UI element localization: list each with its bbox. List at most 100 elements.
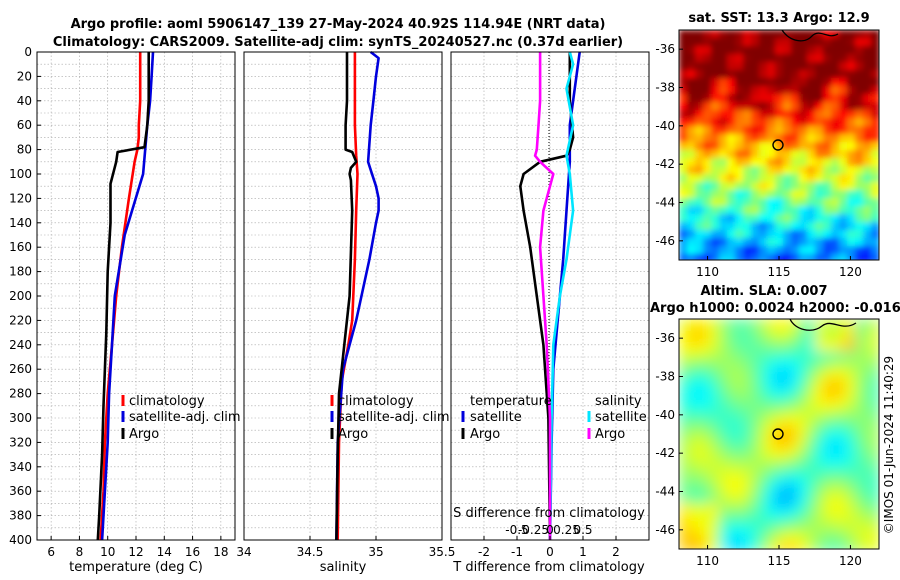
sla-heatmap-cell	[695, 455, 704, 464]
sst-heatmap-cell	[807, 174, 816, 183]
sla-heatmap-cell	[719, 391, 728, 400]
sla-heatmap-cell	[743, 495, 752, 504]
sst-heatmap-cell	[775, 230, 784, 239]
sst-heatmap-cell	[831, 246, 840, 255]
sst-heatmap-cell	[719, 246, 728, 255]
sla-heatmap-cell	[807, 511, 816, 520]
top-x-tick-label: 0.5	[573, 523, 592, 537]
sst-heatmap-cell	[839, 118, 848, 127]
sla-heatmap-cell	[759, 343, 768, 352]
sla-heatmap-cell	[783, 447, 792, 456]
sla-heatmap-cell	[799, 343, 808, 352]
sla-heatmap-cell	[783, 391, 792, 400]
sst-heatmap-cell	[759, 70, 768, 79]
sst-heatmap-cell	[751, 30, 760, 39]
sst-heatmap-cell	[775, 246, 784, 255]
sst-heatmap-cell	[807, 134, 816, 143]
sla-heatmap-cell	[759, 319, 768, 328]
sla-heatmap-cell	[679, 487, 688, 496]
sla-heatmap-cell	[775, 471, 784, 480]
sst-heatmap-cell	[855, 150, 864, 159]
sst-heatmap-cell	[839, 150, 848, 159]
sla-heatmap-cell	[807, 495, 816, 504]
sla-heatmap-cell	[711, 335, 720, 344]
sst-heatmap-cell	[719, 126, 728, 135]
sla-heatmap-cell	[759, 495, 768, 504]
sla-heatmap-cell	[687, 375, 696, 384]
sst-heatmap-cell	[687, 94, 696, 103]
sst-heatmap-cell	[863, 166, 872, 175]
sst-heatmap-cell	[751, 230, 760, 239]
sla-heatmap-cell	[871, 359, 879, 368]
y-tick-label: 320	[9, 435, 32, 449]
sla-heatmap-cell	[783, 479, 792, 488]
sla-heatmap-cell	[767, 511, 776, 520]
sla-heatmap-cell	[799, 543, 808, 549]
sst-heatmap-cell	[711, 198, 720, 207]
sst-argo-marker	[772, 139, 784, 151]
sla-heatmap-cell	[751, 431, 760, 440]
series-climatology-line	[336, 52, 359, 541]
sla-heatmap-cell	[767, 495, 776, 504]
sla-heatmap-cell	[847, 399, 856, 408]
sla-map-title-line1: Altim. SLA: 0.007	[701, 284, 828, 299]
sst-heatmap-cell	[711, 214, 720, 223]
sla-heatmap-cell	[799, 319, 808, 328]
sla-heatmap-cell	[847, 415, 856, 424]
sla-heatmap-cell	[751, 407, 760, 416]
sla-heatmap-cell	[727, 447, 736, 456]
sst-heatmap-cell	[743, 182, 752, 191]
sst-heatmap-cell	[863, 46, 872, 55]
difference-panel: -2 -1 0 1 2 -0.5-0.250 0.250.5 T difference f…	[450, 51, 650, 575]
sla-heatmap-cell	[695, 375, 704, 384]
sla-heatmap-cell	[735, 511, 744, 520]
sla-heatmap-cell	[775, 511, 784, 520]
sst-heatmap-cell	[839, 62, 848, 71]
sst-heatmap-cell	[679, 118, 688, 127]
sst-heatmap-cell	[807, 118, 816, 127]
sst-heatmap-cell	[799, 214, 808, 223]
sst-heatmap-cell	[823, 110, 832, 119]
sst-heatmap-cell	[855, 118, 864, 127]
sla-heatmap-cell	[815, 367, 824, 376]
sla-heatmap-cell	[727, 415, 736, 424]
sst-heatmap-cell	[695, 230, 704, 239]
sst-heatmap-cell	[695, 214, 704, 223]
sla-heatmap-cell	[839, 527, 848, 536]
sst-heatmap-cell	[735, 134, 744, 143]
sla-heatmap-cell	[695, 527, 704, 536]
legend-satellite-label: satellite-adj. clim	[338, 410, 450, 425]
sst-heatmap-cell	[735, 38, 744, 47]
sla-heatmap-cell	[735, 495, 744, 504]
sla-heatmap-cell	[679, 495, 688, 504]
sst-heatmap-cell	[751, 118, 760, 127]
sla-heatmap-cell	[727, 407, 736, 416]
sla-heatmap-cell	[815, 447, 824, 456]
sla-heatmap-cell	[799, 471, 808, 480]
sst-heatmap-cell	[863, 62, 872, 71]
sla-heatmap-cell	[719, 439, 728, 448]
sst-heatmap-cell	[863, 174, 872, 183]
sst-heatmap-cell	[863, 54, 872, 63]
legend-satellite-label: satellite-adj. clim	[129, 410, 241, 425]
sst-heatmap-cell	[735, 150, 744, 159]
sst-heatmap-cell	[815, 190, 824, 199]
sla-heatmap-cell	[831, 327, 840, 336]
sst-heatmap-cell	[751, 190, 760, 199]
sst-heatmap-cell	[871, 158, 879, 167]
sst-heatmap-cell	[847, 54, 856, 63]
sst-heatmap-cell	[815, 174, 824, 183]
sla-heatmap-cell	[679, 423, 688, 432]
sst-heatmap-cell	[783, 158, 792, 167]
sla-heatmap-cell	[807, 423, 816, 432]
sst-heatmap-cell	[831, 166, 840, 175]
sst-heatmap-cell	[863, 222, 872, 231]
sst-heatmap-cell	[687, 54, 696, 63]
sla-heatmap-cell	[783, 423, 792, 432]
sst-heatmap-cell	[751, 158, 760, 167]
sst-heatmap-cell	[823, 246, 832, 255]
sst-heatmap-cell	[703, 38, 712, 47]
sst-heatmap-cell	[719, 206, 728, 215]
sst-heatmap-cell	[871, 150, 879, 159]
sst-heatmap-cell	[727, 190, 736, 199]
